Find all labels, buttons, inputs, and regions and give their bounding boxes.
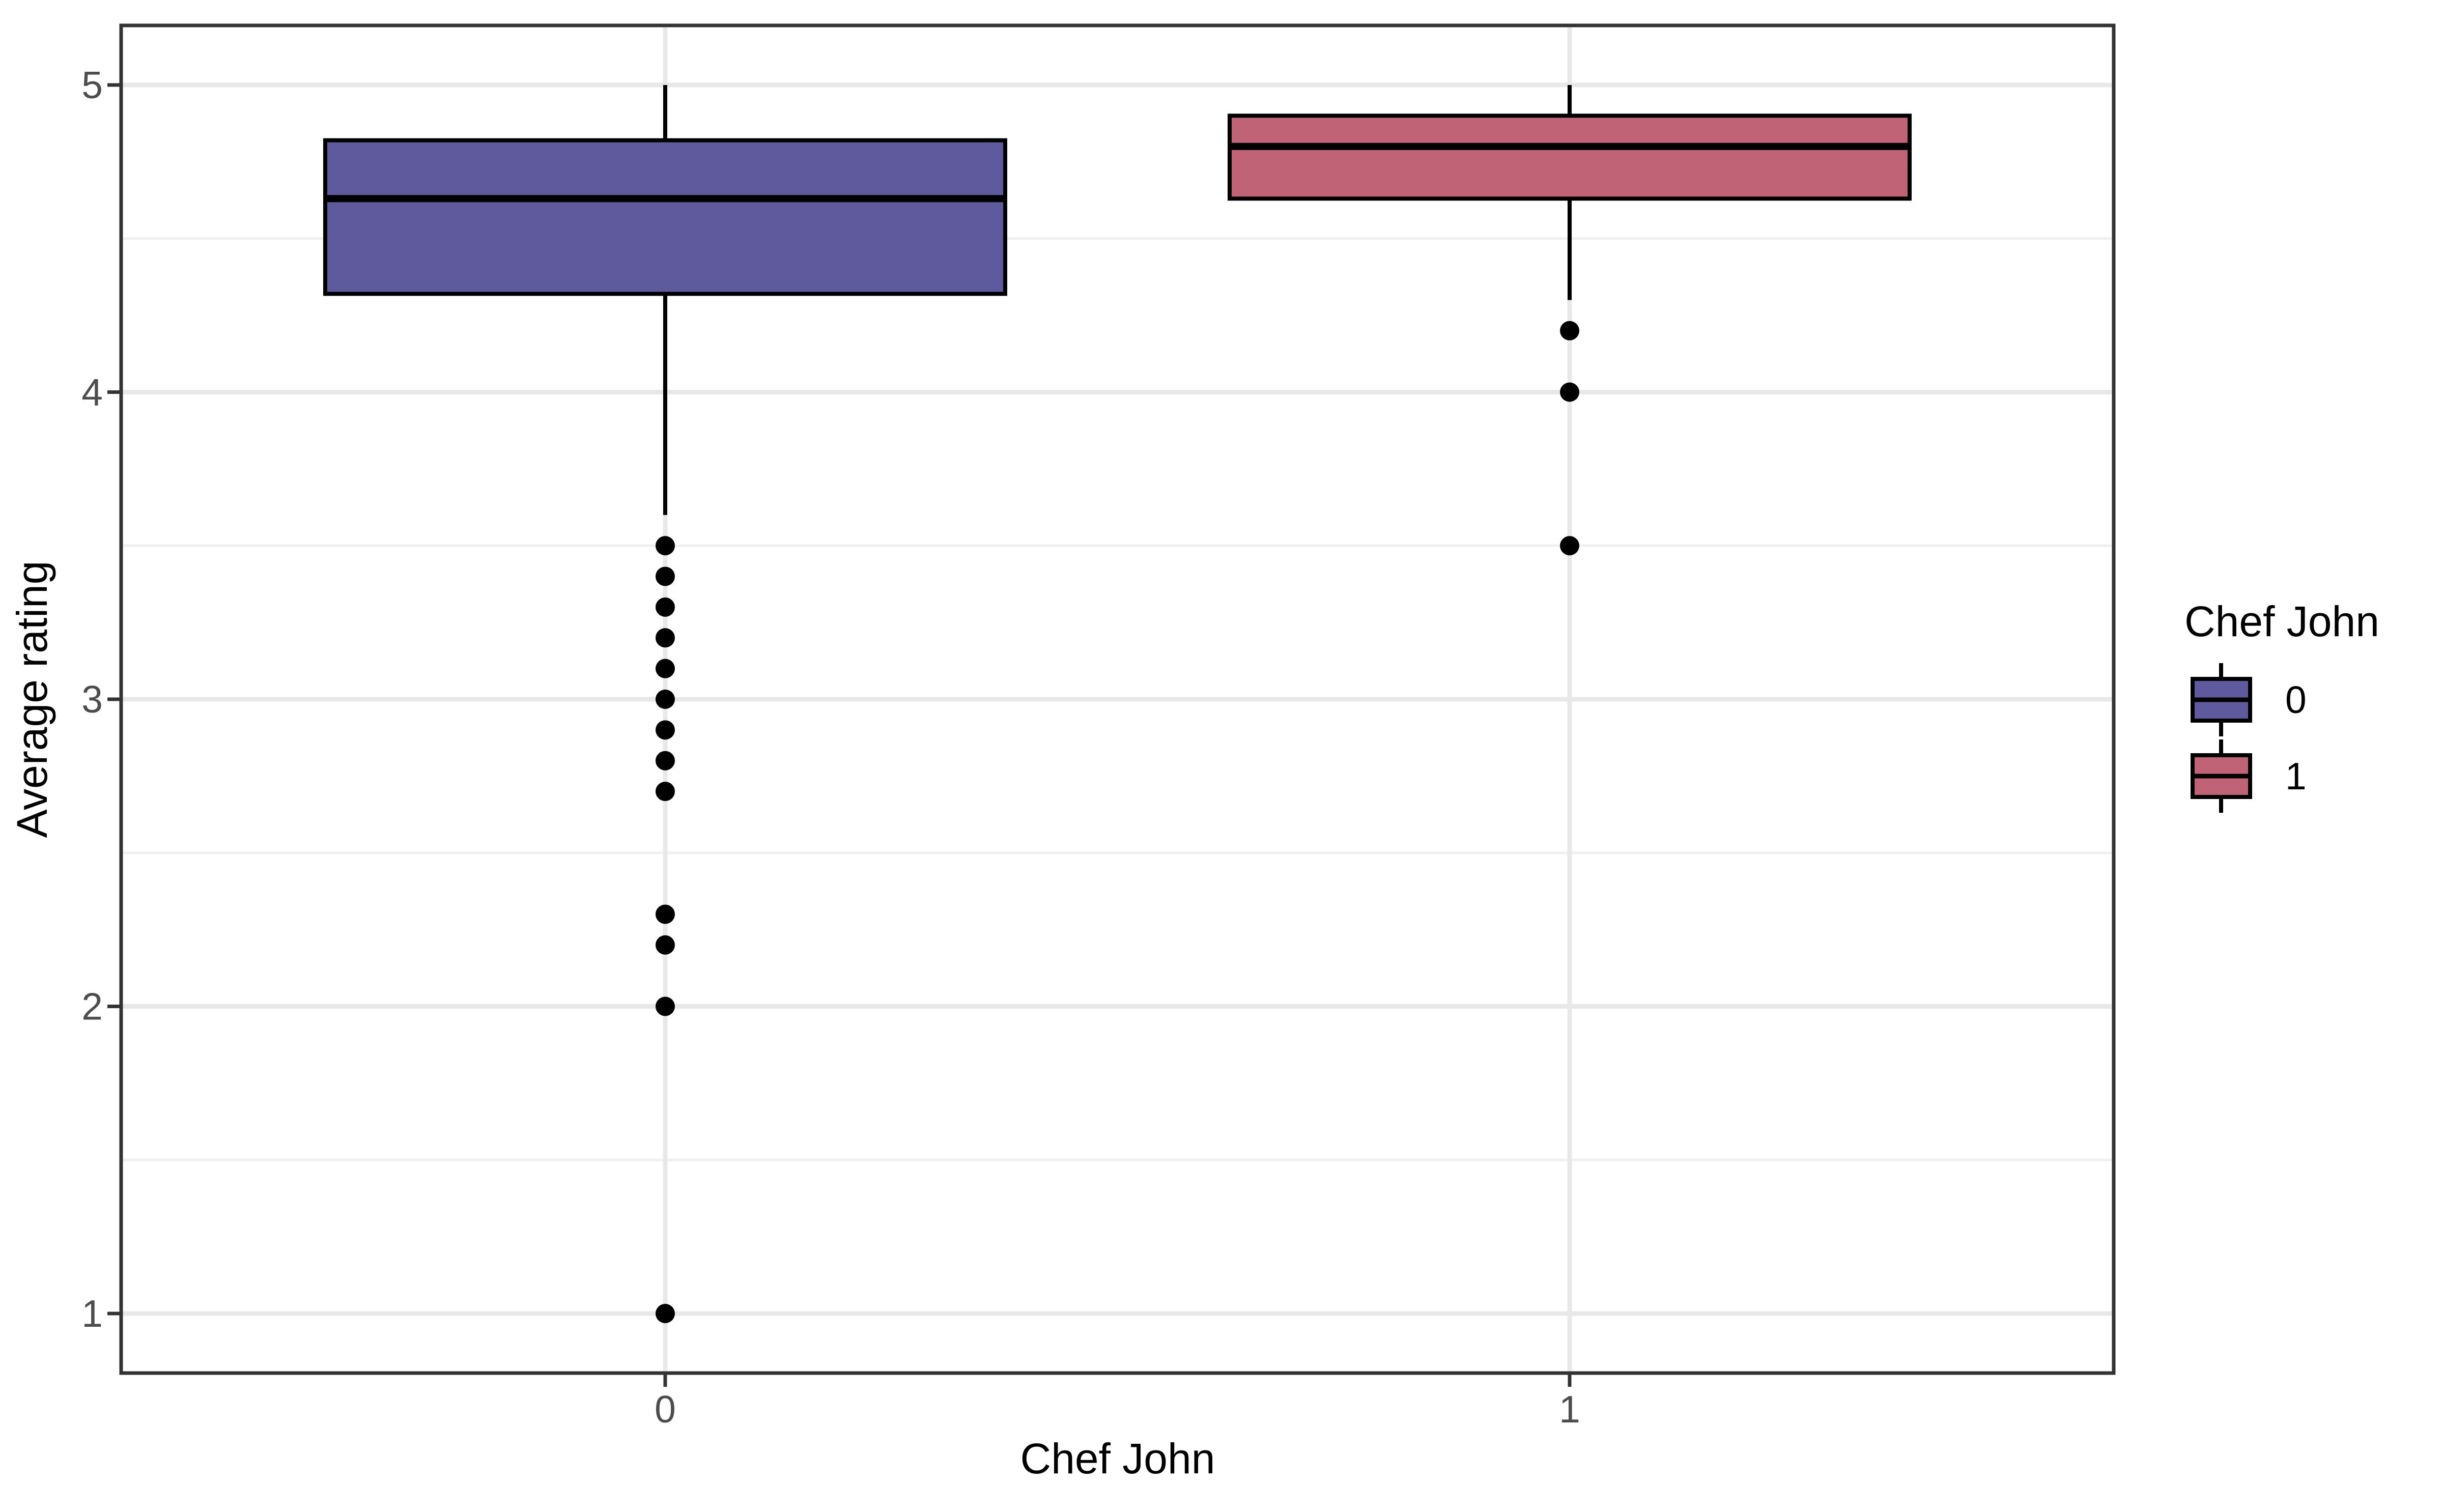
x-tick-label: 0: [655, 1388, 676, 1431]
boxplot-group-1: [1228, 85, 1912, 556]
legend-key-0: 0: [2191, 663, 2307, 736]
outlier-point: [656, 720, 675, 740]
axis-ticks: [107, 83, 1572, 1387]
outlier-point: [656, 628, 675, 648]
outlier-point: [656, 904, 675, 924]
outlier-point: [1560, 382, 1579, 402]
outlier-point: [656, 1304, 675, 1323]
outlier-point: [1560, 321, 1579, 340]
outlier-point: [656, 935, 675, 955]
legend-title: Chef John: [2184, 597, 2379, 645]
outlier-point: [1560, 536, 1579, 556]
axis-tick-labels: 1 2 3 4 5 0 1: [81, 64, 1580, 1431]
y-tick-label: 3: [81, 678, 103, 721]
boxplot-marks: [323, 85, 1912, 1323]
iqr-box: [323, 138, 1007, 296]
outlier-point: [656, 996, 675, 1016]
legend: Chef John 01: [2184, 597, 2379, 813]
outlier-point: [656, 690, 675, 709]
legend-key-1: 1: [2191, 739, 2307, 813]
outlier-point: [656, 659, 675, 678]
iqr-box: [1228, 113, 1912, 201]
outlier-point: [656, 751, 675, 771]
outlier-point: [656, 566, 675, 586]
y-tick-label: 2: [81, 985, 103, 1028]
legend-label: 0: [2285, 678, 2307, 721]
y-tick-label: 5: [81, 64, 103, 106]
outlier-point: [656, 597, 675, 617]
x-axis-title: Chef John: [1020, 1435, 1215, 1482]
y-axis-title: Average rating: [8, 561, 56, 838]
x-tick-label: 1: [1559, 1388, 1580, 1431]
outlier-point: [656, 782, 675, 802]
y-tick-label: 4: [81, 371, 103, 414]
legend-label: 1: [2285, 755, 2307, 797]
outlier-point: [656, 536, 675, 556]
legend-keys: 01: [2191, 663, 2307, 813]
y-tick-label: 1: [81, 1292, 103, 1335]
boxplot-group-0: [323, 85, 1007, 1323]
